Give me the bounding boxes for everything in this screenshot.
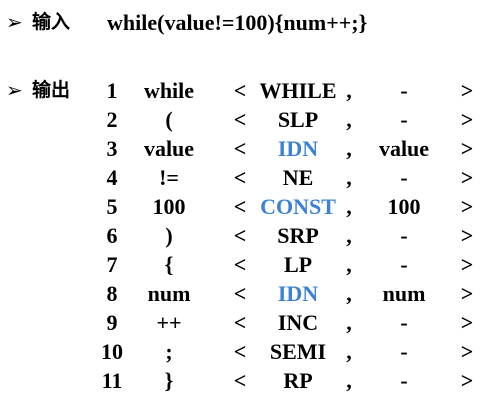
row-number: 2 xyxy=(106,107,118,132)
row-token: CONST xyxy=(260,194,336,219)
close-angle: > xyxy=(460,281,474,306)
close-angle: > xyxy=(460,252,474,277)
input-label: 输入 xyxy=(32,11,71,33)
row-lexeme: value xyxy=(143,136,195,161)
row-lexeme: while xyxy=(143,78,195,103)
close-angle: > xyxy=(460,136,474,161)
row-value: - xyxy=(400,310,408,335)
row-lexeme: ++ xyxy=(156,310,182,335)
row-lexeme: ) xyxy=(165,223,173,248)
open-angle: < xyxy=(233,107,247,132)
row-value: 100 xyxy=(387,194,421,219)
separator-comma: , xyxy=(346,223,352,248)
row-number: 10 xyxy=(101,339,123,364)
output-label: 输出 xyxy=(32,79,71,101)
open-angle: < xyxy=(233,78,247,103)
close-angle: > xyxy=(460,107,474,132)
row-token: RP xyxy=(283,368,313,393)
separator-comma: , xyxy=(346,78,352,103)
row-number: 3 xyxy=(106,136,118,161)
row-value: - xyxy=(400,165,408,190)
separator-comma: , xyxy=(346,194,352,219)
row-token: SLP xyxy=(277,107,319,132)
row-number: 1 xyxy=(106,78,118,103)
row-number: 11 xyxy=(101,368,123,393)
row-token: SRP xyxy=(277,223,319,248)
row-value: - xyxy=(400,368,408,393)
open-angle: < xyxy=(233,165,247,190)
close-angle: > xyxy=(460,339,474,364)
separator-comma: , xyxy=(346,339,352,364)
close-angle: > xyxy=(460,194,474,219)
row-value: value xyxy=(378,136,430,161)
row-lexeme: ; xyxy=(165,339,173,364)
open-angle: < xyxy=(233,368,247,393)
separator-comma: , xyxy=(346,368,352,393)
open-angle: < xyxy=(233,281,247,306)
row-lexeme: != xyxy=(159,165,179,190)
row-value: - xyxy=(400,252,408,277)
row-token: WHILE xyxy=(259,78,337,103)
close-angle: > xyxy=(460,368,474,393)
separator-comma: , xyxy=(346,310,352,335)
row-token: INC xyxy=(277,310,319,335)
row-lexeme: ( xyxy=(165,107,173,132)
close-angle: > xyxy=(460,165,474,190)
open-angle: < xyxy=(233,223,247,248)
row-token: SEMI xyxy=(269,339,327,364)
close-angle: > xyxy=(460,223,474,248)
separator-comma: , xyxy=(346,252,352,277)
separator-comma: , xyxy=(346,136,352,161)
row-number: 5 xyxy=(106,194,118,219)
open-angle: < xyxy=(233,194,247,219)
row-value: - xyxy=(400,223,408,248)
row-lexeme: num xyxy=(147,281,191,306)
open-angle: < xyxy=(233,310,247,335)
row-value: num xyxy=(382,281,426,306)
open-angle: < xyxy=(233,339,247,364)
row-lexeme: 100 xyxy=(152,194,186,219)
row-number: 4 xyxy=(106,165,118,190)
separator-comma: , xyxy=(346,281,352,306)
row-token: IDN xyxy=(277,281,319,306)
close-angle: > xyxy=(460,78,474,103)
row-lexeme: { xyxy=(164,252,174,277)
row-token: NE xyxy=(282,165,314,190)
arrow-bullet-icon: ➢ xyxy=(6,78,23,102)
separator-comma: , xyxy=(346,107,352,132)
open-angle: < xyxy=(233,136,247,161)
separator-comma: , xyxy=(346,165,352,190)
arrow-bullet-icon: ➢ xyxy=(6,10,23,34)
row-lexeme: } xyxy=(164,368,174,393)
row-number: 8 xyxy=(106,281,118,306)
row-number: 9 xyxy=(106,310,118,335)
row-number: 6 xyxy=(106,223,118,248)
row-number: 7 xyxy=(106,252,118,277)
row-value: - xyxy=(400,339,408,364)
row-token: IDN xyxy=(277,136,319,161)
close-angle: > xyxy=(460,310,474,335)
open-angle: < xyxy=(233,252,247,277)
input-source-code: while(value!=100){num++;} xyxy=(107,10,368,35)
row-token: LP xyxy=(283,252,313,277)
row-value: - xyxy=(400,78,408,103)
row-value: - xyxy=(400,107,408,132)
